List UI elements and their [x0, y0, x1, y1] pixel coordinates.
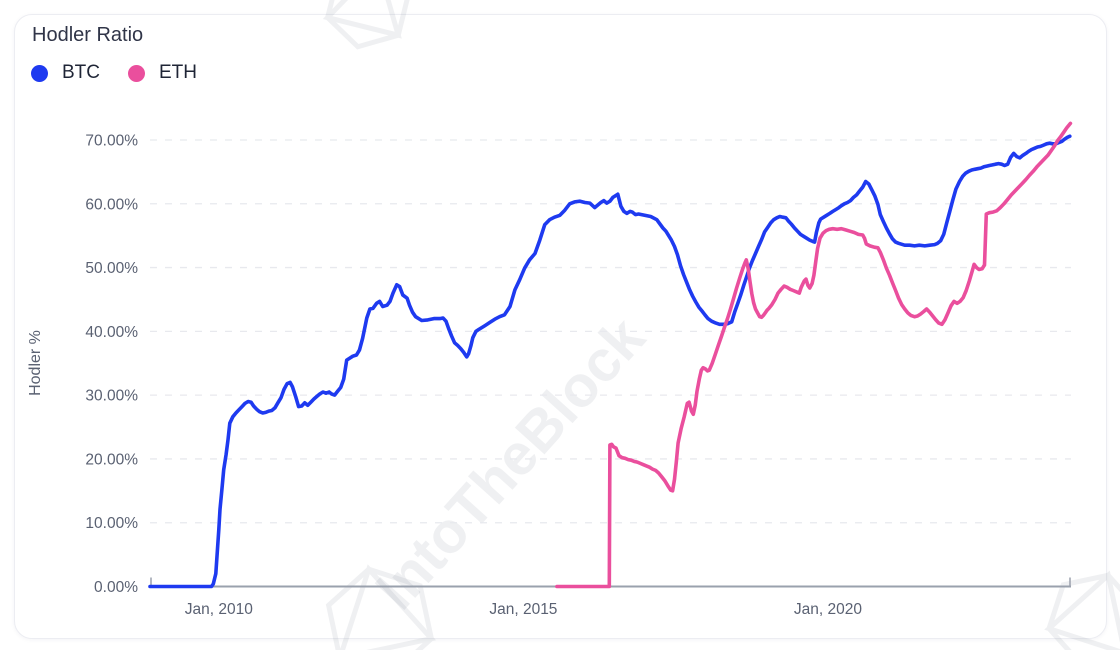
btc-color-dot [31, 64, 48, 82]
legend-label-eth: ETH [159, 62, 197, 83]
y-axis-tick-label: 10.00% [85, 515, 138, 532]
y-axis-tick-label: 20.00% [85, 451, 138, 468]
legend-label-btc: BTC [62, 62, 100, 83]
series-line-btc[interactable] [148, 134, 1072, 589]
legend: BTC ETH [31, 62, 197, 84]
x-axis-tick-label: Jan, 2010 [185, 601, 253, 618]
y-axis-title: Hodler % [27, 330, 44, 396]
chart-title: Hodler Ratio [32, 24, 144, 46]
watermark-logo-icon [1044, 570, 1120, 650]
eth-color-dot [128, 64, 145, 82]
x-axis-tick-label: Jan, 2015 [489, 601, 557, 618]
x-axis-tick-label: Jan, 2020 [794, 601, 862, 618]
watermark-logo-icon [322, 0, 412, 50]
y-axis-tick-label: 60.00% [85, 196, 138, 213]
y-axis-tick-label: 30.00% [85, 388, 138, 405]
y-axis-tick-label: 40.00% [85, 324, 138, 341]
legend-item-btc[interactable]: BTC [31, 62, 100, 84]
watermark-text: IntoTheBlock [363, 305, 658, 622]
watermark-logo-icon [325, 564, 437, 650]
legend-item-eth[interactable]: ETH [128, 62, 197, 84]
series-line-eth[interactable] [555, 121, 1073, 589]
y-axis-tick-label: 70.00% [85, 133, 138, 150]
chart-card [14, 14, 1107, 639]
y-axis-tick-label: 0.00% [94, 579, 138, 596]
y-axis-tick-label: 50.00% [85, 260, 138, 277]
